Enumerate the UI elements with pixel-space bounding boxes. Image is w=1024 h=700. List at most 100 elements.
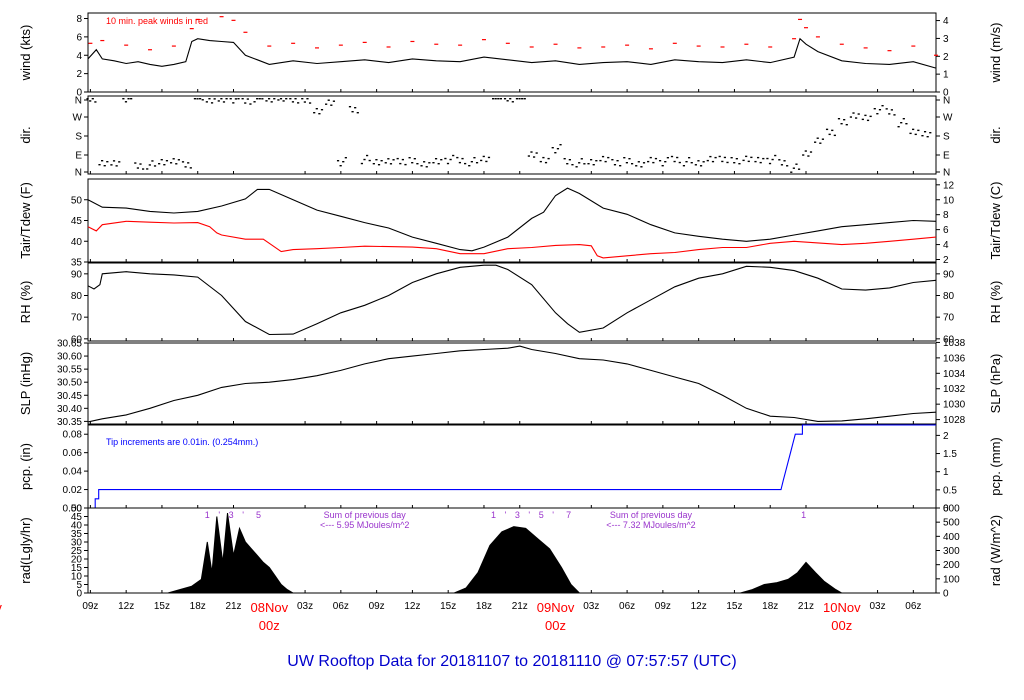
ylabel-right: pcp. (mm): [988, 437, 1003, 496]
rad-hour-marker: ': [528, 510, 530, 520]
dir-mark: [568, 159, 571, 161]
dir-mark: [604, 160, 607, 163]
dir-mark: [392, 159, 395, 161]
dir-mark: [726, 161, 729, 164]
dir-mark: [244, 102, 247, 104]
dir-mark: [833, 134, 836, 137]
ytick-left-label: 0.02: [63, 485, 83, 496]
dir-mark: [258, 98, 261, 100]
dir-mark: [682, 165, 686, 167]
series-line-slp: [87, 345, 937, 423]
dir-mark: [912, 128, 915, 131]
ytick-right-label: 0.5: [943, 485, 957, 496]
dir-mark: [213, 98, 216, 100]
panel-rad: rad(Lgly/hr) rad (W/m^2)05101520253035404…: [18, 504, 1003, 600]
dir-mark: [607, 156, 610, 159]
rad-hour-marker: 1: [205, 510, 210, 520]
dir-mark: [563, 158, 566, 160]
ylabel-left: rad(Lgly/hr): [18, 517, 33, 583]
dir-mark: [642, 162, 646, 164]
xtick-label: 15z: [154, 601, 170, 612]
ylabel-right: rad (W/m^2): [988, 515, 1003, 586]
dir-mark: [658, 160, 662, 162]
dir-mark: [127, 98, 130, 100]
dir-mark: [282, 100, 285, 102]
dir-mark: [532, 156, 536, 158]
xtick-label: 15z: [726, 601, 742, 612]
rad-hour-marker: 5: [256, 510, 261, 520]
xtick-label: 18z: [190, 601, 206, 612]
xtick-label: 03z: [297, 601, 313, 612]
xtick-label: 12z: [404, 601, 420, 612]
rad-hour-marker: ': [242, 510, 244, 520]
dir-mark: [160, 159, 163, 161]
rad-hour-marker: ': [218, 510, 220, 520]
dir-mark: [766, 157, 769, 160]
dir-mark: [377, 164, 381, 166]
dir-mark: [301, 98, 304, 100]
ytick-left-label: 45: [71, 512, 83, 523]
dir-mark: [151, 160, 154, 162]
xtick-label: 09z: [655, 601, 671, 612]
series-line-accumulated-precipitation: [88, 424, 936, 509]
dir-mark: [814, 141, 817, 143]
panel-frame: [87, 178, 937, 263]
dir-mark: [721, 160, 724, 163]
ytick-right-label: 2: [943, 52, 949, 63]
rad-hour-marker: ': [552, 510, 554, 520]
series-line-tdew: [87, 220, 937, 259]
dir-mark: [694, 164, 697, 166]
ytick-right-label: 4: [943, 16, 949, 27]
dir-mark: [94, 101, 97, 103]
ytick-right-label: S: [943, 132, 950, 143]
dir-mark: [315, 108, 318, 110]
dir-mark: [611, 159, 614, 161]
dir-mark: [816, 137, 819, 139]
dir-mark: [897, 126, 900, 128]
dir-mark: [199, 98, 202, 100]
dir-mark: [449, 158, 452, 161]
dir-mark: [294, 98, 297, 100]
dir-mark: [452, 154, 455, 157]
dir-mark: [306, 98, 309, 100]
dir-mark: [470, 161, 473, 163]
dir-mark: [241, 98, 244, 100]
dir-mark: [325, 103, 328, 105]
rad-hour-marker: 3: [229, 510, 234, 520]
rad-hour-marker: ': [505, 510, 507, 520]
dir-mark: [783, 160, 786, 162]
dir-mark: [327, 99, 330, 101]
dir-mark: [762, 157, 765, 160]
dir-mark: [420, 165, 423, 167]
ytick-left-label: 35: [71, 529, 83, 540]
dir-mark: [559, 144, 562, 146]
dir-mark: [747, 160, 750, 163]
ytick-right-label: 2: [943, 431, 949, 442]
xtick-label: 18z: [476, 601, 492, 612]
dir-mark: [699, 165, 703, 167]
dir-mark: [756, 156, 760, 159]
dir-mark: [175, 163, 178, 165]
dir-mark: [878, 109, 882, 111]
ytick-right-label: 100: [943, 574, 960, 585]
dir-mark: [697, 160, 700, 162]
ytick-right-label: 1032: [943, 384, 966, 395]
ytick-left-label: S: [75, 132, 82, 143]
xtick-label: 09z: [82, 601, 98, 612]
dir-mark: [112, 160, 116, 162]
dir-mark: [649, 156, 652, 159]
dir-mark: [790, 171, 793, 173]
dir-mark: [571, 164, 574, 166]
dir-mark: [809, 151, 813, 153]
ytick-right-label: N: [943, 96, 950, 107]
ytick-left-label: 20: [71, 555, 83, 566]
ytick-right-label: 80: [943, 291, 955, 302]
dir-mark: [399, 162, 402, 165]
dir-mark: [623, 157, 626, 159]
dir-mark: [267, 98, 271, 100]
dir-mark: [434, 158, 438, 160]
panel-frame: [87, 262, 937, 342]
dir-mark: [678, 161, 681, 164]
dir-mark: [857, 113, 860, 115]
